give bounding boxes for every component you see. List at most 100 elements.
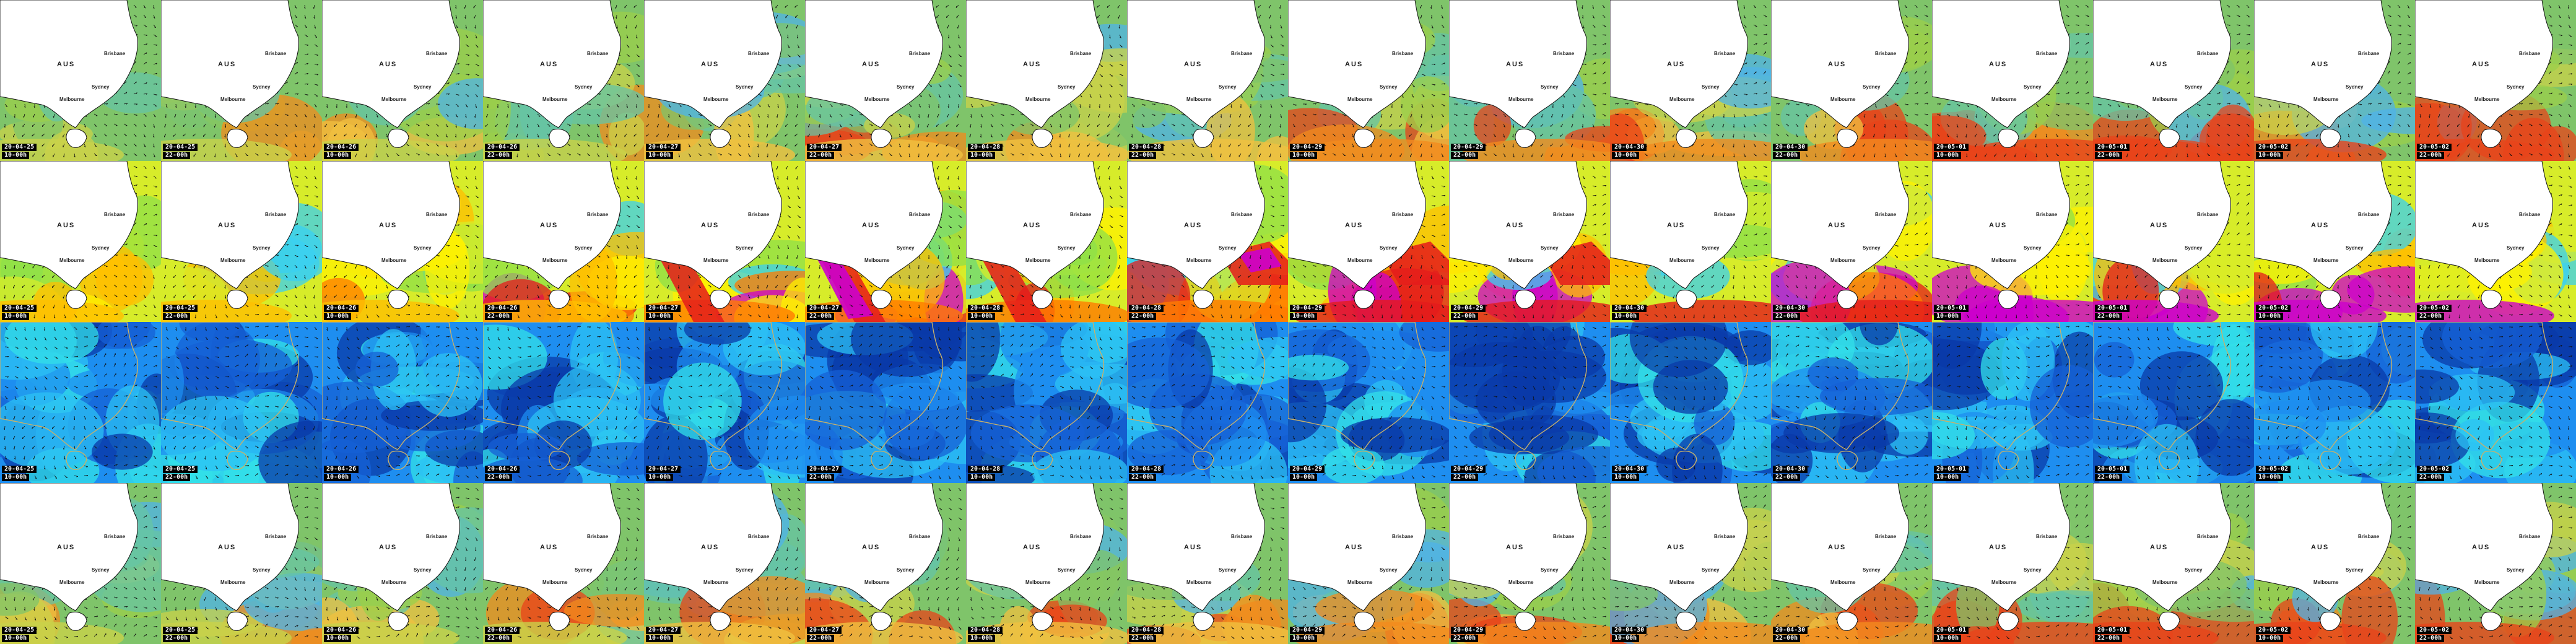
map-tile-wind-speed[interactable]: 20-04-30 10-00h [1610,322,1771,483]
map-tile-wave-height[interactable]: AUS Brisbane Sydney Melbourne 20-04-29 10-00h [1288,0,1449,161]
map-tile-swell-height[interactable]: AUS Brisbane Sydney Melbourne 20-05-01 22-00h [2093,483,2254,644]
map-tile-wave-period[interactable]: AUS Brisbane Sydney Melbourne 20-04-26 10-00h [322,161,483,322]
map-tile-swell-height[interactable]: AUS Brisbane Sydney Melbourne 20-04-26 22-00h [483,483,644,644]
landmass [1127,0,1265,128]
map-tile-swell-height[interactable]: AUS Brisbane Sydney Melbourne 20-04-30 10-00h [1610,483,1771,644]
map-tile-wind-speed[interactable]: 20-04-29 10-00h [1288,322,1449,483]
map-tile-wave-height[interactable]: AUS Brisbane Sydney Melbourne 20-04-28 22-00h [1127,0,1288,161]
timestamp-date: 20-05-01 [1934,466,1969,473]
map-tile-wave-height[interactable]: AUS Brisbane Sydney Melbourne 20-05-02 22-00h [2415,0,2576,161]
map-tile-wind-speed[interactable]: 20-04-27 22-00h [805,322,966,483]
map-tile-wave-period[interactable]: AUS Brisbane Sydney Melbourne 20-05-02 10-00h [2254,161,2415,322]
map-tile-swell-height[interactable]: AUS Brisbane Sydney Melbourne 20-05-02 10-00h [2254,483,2415,644]
map-tile-wave-period[interactable]: AUS Brisbane Sydney Melbourne 20-04-28 10-00h [966,161,1127,322]
city-label-brisbane: Brisbane [748,534,769,539]
map-tile-wave-height[interactable]: AUS Brisbane Sydney Melbourne 20-04-25 22-00h [161,0,322,161]
wave-height-field-map [2415,0,2576,161]
map-tile-wind-speed[interactable]: 20-04-28 10-00h [966,322,1127,483]
coastline-tasmania [1515,450,1536,471]
map-tile-wind-speed[interactable]: 20-04-28 22-00h [1127,322,1288,483]
map-tile-wind-speed[interactable]: 20-04-26 22-00h [483,322,644,483]
map-tile-wave-height[interactable]: AUS Brisbane Sydney Melbourne 20-04-25 10-00h [0,0,161,161]
timestamp-date: 20-04-30 [1773,144,1808,151]
timestamp-badge: 20-04-27 10-00h [646,466,681,481]
map-tile-swell-height[interactable]: AUS Brisbane Sydney Melbourne 20-04-27 10-00h [644,483,805,644]
map-tile-wave-period[interactable]: AUS Brisbane Sydney Melbourne 20-05-01 22-00h [2093,161,2254,322]
tasmania [549,612,570,631]
map-tile-wave-height[interactable]: AUS Brisbane Sydney Melbourne 20-04-27 22-00h [805,0,966,161]
map-tile-swell-height[interactable]: AUS Brisbane Sydney Melbourne 20-04-28 22-00h [1127,483,1288,644]
landmass [1771,0,1909,128]
map-tile-wave-period[interactable]: AUS Brisbane Sydney Melbourne 20-04-29 10-00h [1288,161,1449,322]
map-tile-wave-height[interactable]: AUS Brisbane Sydney Melbourne 20-05-01 22-00h [2093,0,2254,161]
map-tile-wave-period[interactable]: AUS Brisbane Sydney Melbourne 20-04-26 22-00h [483,161,644,322]
map-tile-wave-height[interactable]: AUS Brisbane Sydney Melbourne 20-04-27 10-00h [644,0,805,161]
wind-speed-field-map [1127,322,1288,483]
landmass [1449,0,1587,128]
map-tile-swell-height[interactable]: AUS Brisbane Sydney Melbourne 20-04-29 22-00h [1449,483,1610,644]
map-tile-swell-height[interactable]: AUS Brisbane Sydney Melbourne 20-04-28 10-00h [966,483,1127,644]
map-tile-wind-speed[interactable]: 20-04-27 10-00h [644,322,805,483]
map-tile-wind-speed[interactable]: 20-05-01 22-00h [2093,322,2254,483]
city-label-brisbane: Brisbane [748,51,769,56]
timestamp-time: 22-00h [1129,474,1157,481]
map-tile-wind-speed[interactable]: 20-04-29 22-00h [1449,322,1610,483]
landmass [2093,483,2231,611]
map-tile-wave-period[interactable]: AUS Brisbane Sydney Melbourne 20-04-29 22-00h [1449,161,1610,322]
map-tile-wind-speed[interactable]: 20-04-30 22-00h [1771,322,1932,483]
map-tile-wave-period[interactable]: AUS Brisbane Sydney Melbourne 20-04-27 10-00h [644,161,805,322]
timestamp-date: 20-04-28 [1129,627,1164,634]
timestamp-badge: 20-04-25 22-00h [163,144,198,159]
timestamp-time: 10-00h [2,313,30,320]
map-tile-wave-height[interactable]: AUS Brisbane Sydney Melbourne 20-05-02 10-00h [2254,0,2415,161]
map-tile-swell-height[interactable]: AUS Brisbane Sydney Melbourne 20-04-25 22-00h [161,483,322,644]
timestamp-badge: 20-04-26 22-00h [485,466,520,481]
tasmania [227,290,248,309]
timestamp-time: 22-00h [163,313,191,320]
landmass [161,0,299,128]
city-label-sydney: Sydney [1058,567,1075,573]
map-tile-wave-period[interactable]: AUS Brisbane Sydney Melbourne 20-04-30 10-00h [1610,161,1771,322]
map-tile-swell-height[interactable]: AUS Brisbane Sydney Melbourne 20-05-02 22-00h [2415,483,2576,644]
map-tile-wave-period[interactable]: AUS Brisbane Sydney Melbourne 20-04-28 22-00h [1127,161,1288,322]
map-tile-wave-period[interactable]: AUS Brisbane Sydney Melbourne 20-04-27 22-00h [805,161,966,322]
map-tile-wave-height[interactable]: AUS Brisbane Sydney Melbourne 20-04-26 22-00h [483,0,644,161]
map-tile-wave-height[interactable]: AUS Brisbane Sydney Melbourne 20-04-28 10-00h [966,0,1127,161]
city-label-sydney: Sydney [414,567,431,573]
map-tile-wind-speed[interactable]: 20-04-25 10-00h [0,322,161,483]
map-tile-wave-period[interactable]: AUS Brisbane Sydney Melbourne 20-05-01 10-00h [1932,161,2093,322]
city-label-brisbane: Brisbane [104,534,125,539]
city-label-melbourne: Melbourne [2152,97,2177,102]
map-tile-swell-height[interactable]: AUS Brisbane Sydney Melbourne 20-04-30 22-00h [1771,483,1932,644]
landmass [966,0,1104,128]
map-tile-wind-speed[interactable]: 20-05-02 10-00h [2254,322,2415,483]
map-tile-wind-speed[interactable]: 20-05-02 22-00h [2415,322,2576,483]
city-label-brisbane: Brisbane [426,51,447,56]
city-label-melbourne: Melbourne [2313,97,2338,102]
map-tile-wave-height[interactable]: AUS Brisbane Sydney Melbourne 20-04-26 10-00h [322,0,483,161]
map-tile-swell-height[interactable]: AUS Brisbane Sydney Melbourne 20-04-25 10-00h [0,483,161,644]
map-tile-swell-height[interactable]: AUS Brisbane Sydney Melbourne 20-05-01 10-00h [1932,483,2093,644]
map-tile-wave-period[interactable]: AUS Brisbane Sydney Melbourne 20-04-30 22-00h [1771,161,1932,322]
swell-height-field-map [161,483,322,644]
map-tile-wave-height[interactable]: AUS Brisbane Sydney Melbourne 20-04-30 10-00h [1610,0,1771,161]
map-tile-wave-period[interactable]: AUS Brisbane Sydney Melbourne 20-05-02 22-00h [2415,161,2576,322]
map-tile-wave-height[interactable]: AUS Brisbane Sydney Melbourne 20-04-30 22-00h [1771,0,1932,161]
coastline [1610,322,1749,450]
map-tile-swell-height[interactable]: AUS Brisbane Sydney Melbourne 20-04-29 10-00h [1288,483,1449,644]
map-tile-wave-height[interactable]: AUS Brisbane Sydney Melbourne 20-04-29 22-00h [1449,0,1610,161]
map-tile-wind-speed[interactable]: 20-04-25 22-00h [161,322,322,483]
landmass [322,0,460,128]
map-tile-wave-period[interactable]: AUS Brisbane Sydney Melbourne 20-04-25 10-00h [0,161,161,322]
timestamp-badge: 20-04-27 22-00h [807,466,842,481]
map-tile-wave-period[interactable]: AUS Brisbane Sydney Melbourne 20-04-25 22-00h [161,161,322,322]
wave-height-field-map [161,0,322,161]
map-tile-wind-speed[interactable]: 20-05-01 10-00h [1932,322,2093,483]
map-tile-wave-height[interactable]: AUS Brisbane Sydney Melbourne 20-05-01 10-00h [1932,0,2093,161]
map-tile-wind-speed[interactable]: 20-04-26 10-00h [322,322,483,483]
map-tile-swell-height[interactable]: AUS Brisbane Sydney Melbourne 20-04-27 22-00h [805,483,966,644]
timestamp-badge: 20-04-26 10-00h [324,144,359,159]
timestamp-time: 10-00h [1934,474,1962,481]
tasmania [2481,129,2502,148]
map-tile-swell-height[interactable]: AUS Brisbane Sydney Melbourne 20-04-26 10-00h [322,483,483,644]
